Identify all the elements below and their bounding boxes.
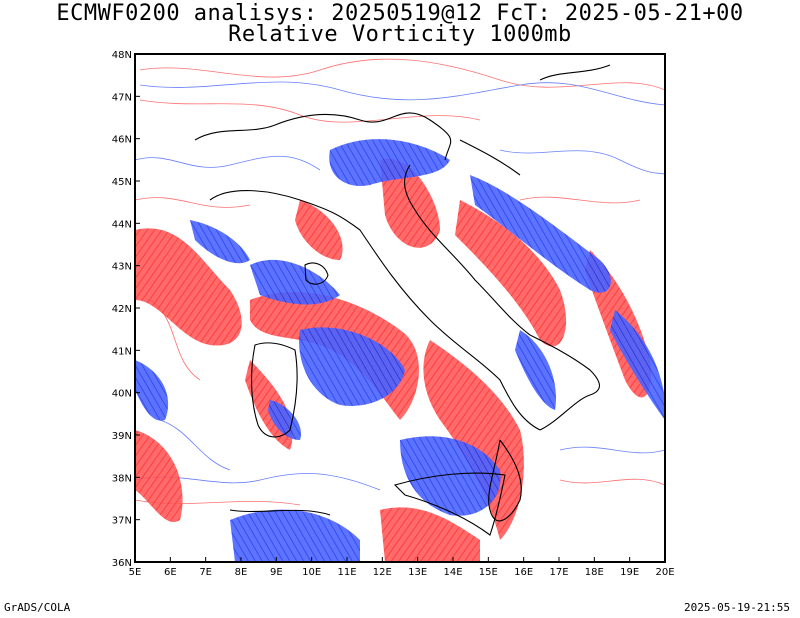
lon-tick-label: 12E: [373, 567, 392, 578]
lon-tick-label: 19E: [620, 567, 639, 578]
lon-tick-label: 17E: [549, 567, 568, 578]
negative-vorticity-areas: [135, 139, 665, 562]
lon-tick-label: 14E: [443, 567, 462, 578]
lat-tick-label: 37N: [112, 516, 132, 527]
map-title: ECMWF0200 analisys: 20250519@12 FcT: 202…: [56, 1, 744, 26]
lon-tick-label: 11E: [337, 567, 356, 578]
lat-tick-label: 47N: [112, 92, 132, 103]
lon-tick-label: 18E: [585, 567, 604, 578]
lon-tick-label: 10E: [302, 567, 321, 578]
lat-tick-label: 45N: [112, 177, 132, 188]
lon-tick-label: 8E: [235, 567, 248, 578]
generation-timestamp: 2025-05-19-21:55: [684, 601, 790, 614]
map-subtitle: Relative Vorticity 1000mb: [228, 22, 572, 47]
lat-tick-label: 41N: [112, 346, 132, 357]
lon-tick-label: 15E: [479, 567, 498, 578]
lat-tick-label: 48N: [112, 50, 132, 61]
coastlines: [194, 64, 611, 536]
lon-tick-label: 13E: [408, 567, 427, 578]
lon-tick-label: 9E: [270, 567, 283, 578]
lat-tick-label: 40N: [112, 389, 132, 400]
vorticity-field: [135, 54, 665, 562]
lat-tick-label: 36N: [112, 558, 132, 569]
axis-ticks: 5E 6E 7E 8E 9E 10E 11E 12E 13E 14E 15E 16E 17E 18E 19E…: [112, 50, 675, 578]
lat-tick-label: 38N: [112, 473, 132, 484]
lon-tick-label: 7E: [199, 567, 212, 578]
lon-tick-label: 16E: [514, 567, 533, 578]
lat-tick-label: 39N: [112, 431, 132, 442]
lon-tick-label: 6E: [164, 567, 177, 578]
lat-tick-label: 43N: [112, 262, 132, 273]
lon-tick-label: 20E: [655, 567, 674, 578]
lat-tick-label: 46N: [112, 135, 132, 146]
software-credit: GrADS/COLA: [4, 601, 71, 614]
lat-tick-label: 44N: [112, 219, 132, 230]
lat-tick-label: 42N: [112, 304, 132, 315]
lon-tick-label: 5E: [129, 567, 142, 578]
